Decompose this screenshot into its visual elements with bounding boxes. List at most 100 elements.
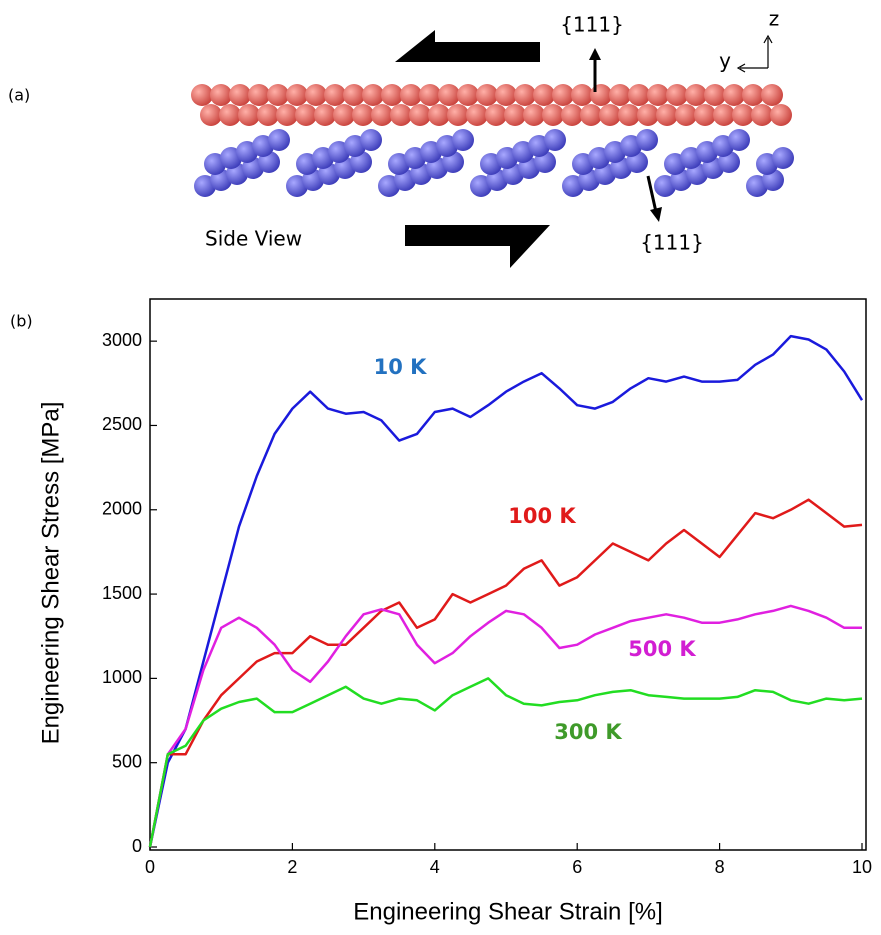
atom <box>268 129 290 151</box>
atom <box>732 104 754 126</box>
series-label: 300 K <box>554 720 622 744</box>
y-axis-title: Engineering Shear Stress [MPa] <box>37 402 64 745</box>
atom <box>561 104 583 126</box>
axis-z-label: z <box>769 7 780 31</box>
y-tick-label: 500 <box>112 751 142 771</box>
chart: 0 500 1000 1500 2000 2500 3000 0 2 4 6 8 10 Engineeri… <box>37 298 872 925</box>
series-label: 500 K <box>628 637 696 661</box>
atom <box>666 84 688 106</box>
panel-label: (a) <box>8 86 30 105</box>
atom <box>504 104 526 126</box>
plot-frame <box>149 298 867 851</box>
series-line <box>148 677 863 848</box>
atom <box>609 84 631 106</box>
y-tick-label: 2000 <box>102 499 142 519</box>
atom <box>257 104 279 126</box>
normal-arrow-bottom <box>646 175 658 213</box>
atom <box>390 104 412 126</box>
atom <box>495 84 517 106</box>
y-tick-label: 1000 <box>102 667 142 687</box>
atom <box>751 104 773 126</box>
atom <box>628 84 650 106</box>
atom <box>704 84 726 106</box>
y-tick-label: 0 <box>132 836 142 856</box>
series-line <box>148 334 864 848</box>
atom <box>647 84 669 106</box>
atom <box>544 129 566 151</box>
atom <box>371 104 393 126</box>
atom <box>419 84 441 106</box>
atom <box>305 84 327 106</box>
atom <box>636 129 658 151</box>
atom <box>409 104 431 126</box>
atom <box>590 84 612 106</box>
arrow-head <box>736 63 746 73</box>
atom <box>248 84 270 106</box>
atom <box>552 84 574 106</box>
atom <box>238 104 260 126</box>
arrow-head <box>589 48 601 60</box>
atom <box>219 104 241 126</box>
atom <box>324 84 346 106</box>
axis-y-label: y <box>719 49 731 73</box>
atom <box>772 147 794 169</box>
series-label: 100 K <box>508 504 576 528</box>
atom <box>533 84 555 106</box>
atom <box>599 104 621 126</box>
atom <box>438 84 460 106</box>
x-axis-title: Engineering Shear Strain [%] <box>353 898 663 925</box>
atom <box>447 104 469 126</box>
atom <box>314 104 336 126</box>
y-tick-label: 3000 <box>102 330 142 350</box>
atom <box>210 84 232 106</box>
atom <box>694 104 716 126</box>
atom <box>713 104 735 126</box>
series-line <box>148 498 863 848</box>
atom <box>343 84 365 106</box>
x-tick-label: 6 <box>572 857 582 877</box>
atom <box>637 104 659 126</box>
atom <box>200 104 222 126</box>
atom <box>685 84 707 106</box>
arrow-head <box>650 207 662 222</box>
atom <box>452 129 474 151</box>
x-tick-label: 2 <box>287 857 297 877</box>
panel-label: (b) <box>10 312 33 331</box>
x-tick-label: 0 <box>145 857 155 877</box>
atom <box>742 84 764 106</box>
atom <box>675 104 697 126</box>
atom <box>466 104 488 126</box>
atom <box>362 84 384 106</box>
y-tick-label: 2500 <box>102 414 142 434</box>
atom <box>428 104 450 126</box>
plane-label: {111} <box>560 13 624 37</box>
atom <box>728 129 750 151</box>
atom <box>352 104 374 126</box>
atom <box>580 104 602 126</box>
atom <box>457 84 479 106</box>
atom <box>571 84 593 106</box>
y-tick-label: 1500 <box>102 583 142 603</box>
atom <box>295 104 317 126</box>
atom <box>267 84 289 106</box>
atom <box>514 84 536 106</box>
shear-arrow-bottom <box>405 225 550 268</box>
shear-arrow-top <box>395 30 540 62</box>
atom <box>770 104 792 126</box>
arrow-head <box>763 34 773 44</box>
atom <box>400 84 422 106</box>
series-line <box>148 604 862 848</box>
atom-layers <box>191 84 794 197</box>
view-label: Side View <box>205 227 302 251</box>
atom <box>276 104 298 126</box>
plane-label: {111} <box>640 231 704 255</box>
atom <box>191 84 213 106</box>
atom <box>229 84 251 106</box>
atom <box>723 84 745 106</box>
atom <box>761 84 783 106</box>
atom <box>381 84 403 106</box>
x-tick-label: 8 <box>715 857 725 877</box>
atom <box>476 84 498 106</box>
series-label: 10 K <box>374 355 428 379</box>
